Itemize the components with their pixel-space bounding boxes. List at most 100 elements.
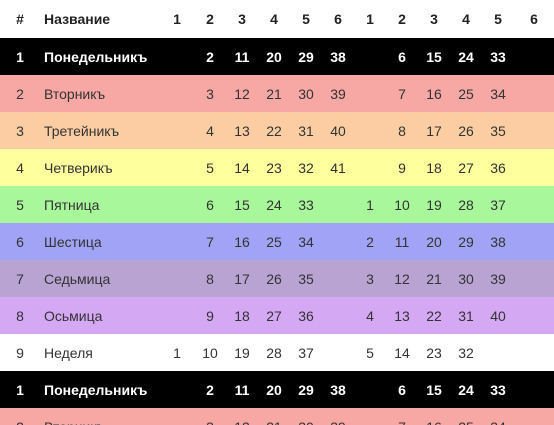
day-value-cell: 30 <box>458 270 474 287</box>
day-value-cell: 4 <box>206 122 214 139</box>
day-value-cell: 9 <box>398 159 406 176</box>
day-value-cell <box>322 223 354 260</box>
day-value-cell: 13 <box>234 122 250 139</box>
day-value-cell <box>160 223 194 260</box>
day-value-cell <box>354 38 386 75</box>
header-col-6: 6 <box>334 11 342 27</box>
day-name-cell: Пятница <box>44 196 100 213</box>
header-col-4: 4 <box>270 11 278 27</box>
day-value-cell <box>354 75 386 112</box>
day-value-cell: 12 <box>394 270 410 287</box>
day-value-cell: 8 <box>206 270 214 287</box>
day-value-cell <box>354 149 386 186</box>
day-value-cell: 29 <box>298 48 314 65</box>
day-value-cell <box>322 260 354 297</box>
day-value-cell: 7 <box>206 233 214 250</box>
day-value-cell: 38 <box>330 381 346 398</box>
day-value-cell: 29 <box>298 381 314 398</box>
header-col-10: 4 <box>462 11 470 27</box>
day-value-cell <box>514 334 554 371</box>
day-value-cell <box>160 260 194 297</box>
row-number-cell: 7 <box>16 270 24 287</box>
day-value-cell: 10 <box>394 196 410 213</box>
day-value-cell: 19 <box>426 196 442 213</box>
row-number-cell: 1 <box>16 381 24 398</box>
day-value-cell: 20 <box>266 381 282 398</box>
day-value-cell: 17 <box>426 122 442 139</box>
table-row: 7 Седьмица 8 17 26 35 3 12 21 30 39 <box>0 260 554 297</box>
day-value-cell <box>354 371 386 408</box>
day-value-cell: 24 <box>458 48 474 65</box>
day-value-cell: 38 <box>330 48 346 65</box>
day-value-cell: 4 <box>366 307 374 324</box>
day-value-cell: 6 <box>206 196 214 213</box>
table-row: 1 Понедельникъ 2 11 20 29 38 6 15 24 33 <box>0 38 554 75</box>
day-value-cell: 35 <box>490 122 506 139</box>
row-number-cell: 8 <box>16 307 24 324</box>
day-value-cell: 33 <box>490 381 506 398</box>
day-value-cell: 14 <box>234 159 250 176</box>
day-value-cell: 1 <box>366 196 374 213</box>
row-number-cell: 2 <box>0 408 40 425</box>
day-value-cell: 12 <box>226 408 258 425</box>
table-body: 1 Понедельникъ 2 11 20 29 38 6 15 24 33 2 Вторникъ 3 1… <box>0 38 554 425</box>
day-value-cell: 22 <box>266 122 282 139</box>
day-name-cell: Неделя <box>44 344 93 361</box>
table-row: 8 Осьмица 9 18 27 36 4 13 22 31 40 <box>0 297 554 334</box>
table-header-row: # Название 1 2 3 4 5 6 1 2 3 4 5 6 <box>0 0 554 38</box>
day-value-cell: 2 <box>206 48 214 65</box>
day-value-cell <box>354 408 386 425</box>
day-value-cell: 40 <box>330 122 346 139</box>
day-value-cell: 15 <box>234 196 250 213</box>
day-value-cell <box>482 334 514 371</box>
day-value-cell: 31 <box>298 122 314 139</box>
day-value-cell: 10 <box>202 344 218 361</box>
day-value-cell: 34 <box>482 408 514 425</box>
day-value-cell: 15 <box>426 381 442 398</box>
day-name-cell: Шестица <box>44 233 102 250</box>
header-col-3: 3 <box>238 11 246 27</box>
day-value-cell <box>160 75 194 112</box>
day-value-cell: 23 <box>266 159 282 176</box>
day-name-cell: Осьмица <box>44 307 103 324</box>
day-value-cell: 32 <box>298 159 314 176</box>
day-value-cell: 11 <box>234 381 250 398</box>
day-value-cell <box>514 38 554 75</box>
day-name-cell: Вторникъ <box>44 85 106 102</box>
day-value-cell: 34 <box>298 233 314 250</box>
day-value-cell <box>514 371 554 408</box>
day-value-cell: 21 <box>426 270 442 287</box>
day-value-cell: 41 <box>330 159 346 176</box>
table-row: 4 Четверикъ 5 14 23 32 41 9 18 27 36 <box>0 149 554 186</box>
day-value-cell: 7 <box>398 85 406 102</box>
day-value-cell: 37 <box>298 344 314 361</box>
header-col-2: 2 <box>206 11 214 27</box>
day-value-cell <box>514 75 554 112</box>
header-col-12: 6 <box>530 11 538 27</box>
row-number-cell: 2 <box>16 85 24 102</box>
day-value-cell: 7 <box>386 408 418 425</box>
day-value-cell <box>514 149 554 186</box>
day-value-cell <box>160 297 194 334</box>
day-value-cell: 11 <box>394 233 410 250</box>
day-name-cell: Седьмица <box>44 270 111 287</box>
day-value-cell: 19 <box>234 344 250 361</box>
header-col-1: 1 <box>173 11 181 27</box>
table-row: 3 Третейникъ 4 13 22 31 40 8 17 26 35 <box>0 112 554 149</box>
day-value-cell: 29 <box>458 233 474 250</box>
day-value-cell: 39 <box>322 408 354 425</box>
day-value-cell <box>322 186 354 223</box>
day-value-cell: 21 <box>266 85 282 102</box>
day-value-cell: 5 <box>366 344 374 361</box>
day-value-cell: 1 <box>173 344 181 361</box>
header-col-11: 5 <box>494 11 502 27</box>
day-value-cell: 21 <box>258 408 290 425</box>
day-value-cell: 33 <box>298 196 314 213</box>
day-value-cell: 8 <box>398 122 406 139</box>
day-value-cell: 26 <box>458 122 474 139</box>
table-row: 1 Понедельникъ 2 11 20 29 38 6 15 24 33 <box>0 371 554 408</box>
day-value-cell: 24 <box>266 196 282 213</box>
day-value-cell: 28 <box>266 344 282 361</box>
